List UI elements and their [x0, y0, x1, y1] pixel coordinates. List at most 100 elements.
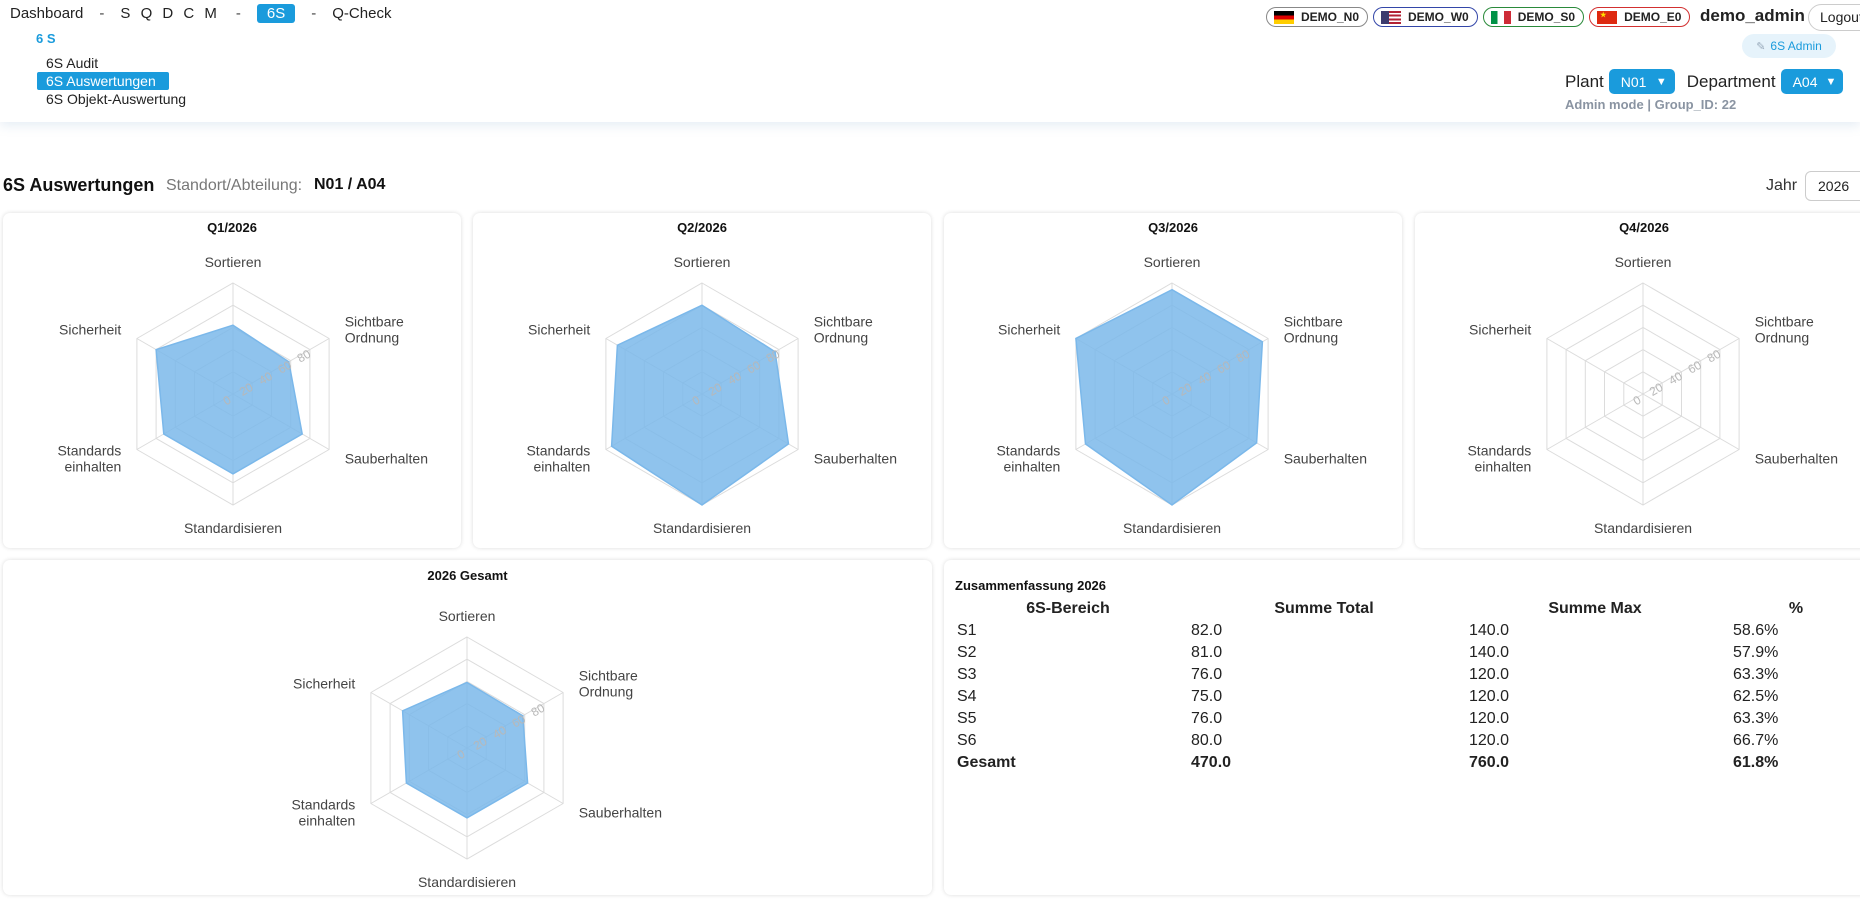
axis-label-sortieren: Sortieren: [439, 608, 496, 624]
top-navigation: Dashboard - S Q D C M - 6S - Q-Check 6 S…: [0, 0, 1860, 122]
cell-summe-max: 120.0: [1469, 666, 1510, 683]
nav-link-q-check[interactable]: Q-Check: [332, 5, 392, 22]
cell-summe-total: 82.0: [1191, 622, 1223, 639]
radar-card-q4: Q4/2026 0 20 40 60 80 Sortieren Sichtbare Ordnu…: [1415, 213, 1860, 548]
tick-label: 60: [275, 358, 294, 377]
env-label: DEMO_N0: [1301, 10, 1360, 24]
user-name: demo_admin: [1700, 6, 1805, 25]
axis-label-sicherheit: Sicherheit: [528, 322, 590, 338]
cell-bereich: S5: [957, 710, 977, 727]
submenu-item-6s-audit[interactable]: 6S Audit: [46, 55, 99, 71]
logout-button[interactable]: Logout: [1808, 4, 1860, 31]
plant-select-value: N01: [1620, 73, 1647, 90]
axis-spoke: [1642, 338, 1740, 395]
cell-summe-total: 76.0: [1191, 710, 1223, 727]
axis-label-sauberhalten: Sauberhalten: [814, 451, 897, 467]
cell-summe-max: 120.0: [1469, 732, 1510, 749]
axis-label-sauberhalten: Sauberhalten: [345, 451, 428, 467]
nav-link-dashboard[interactable]: Dashboard: [10, 5, 84, 22]
table-row: S2 81.0 140.0 57.9%: [951, 642, 1860, 664]
cell-summe-max: 140.0: [1469, 644, 1510, 661]
axis-label-sauberhalten: Sauberhalten: [579, 805, 662, 821]
6s-admin-button[interactable]: ✎ 6S Admin: [1742, 34, 1836, 58]
tick-label: 40: [1195, 369, 1214, 388]
env-label: DEMO_W0: [1408, 10, 1469, 24]
nav-link-sqdcm[interactable]: S Q D C M: [120, 5, 220, 22]
tick-label: 60: [509, 712, 528, 731]
tick-label: 40: [490, 723, 509, 742]
env-button-demo-s0[interactable]: DEMO_S0: [1482, 7, 1585, 27]
tick-label: 20: [1647, 380, 1666, 399]
radar-card-q3: Q3/2026 0 20 40 60 80 Sortieren Sichtbare Ordnu…: [944, 213, 1402, 548]
axis-label-sicherheit: Sicherheit: [293, 676, 355, 692]
admin-mode-info: Admin mode | Group_ID: 22: [1565, 97, 1737, 112]
radar-card-q1: Q1/2026 0 20 40 60 80 Sortieren Sichtbare Ordnu…: [3, 213, 461, 548]
submenu-item-6s-auswertungen[interactable]: 6S Auswertungen: [37, 72, 169, 90]
axis-label-sicherheit: Sicherheit: [59, 322, 121, 338]
axis-label-sicherheit: Sicherheit: [998, 322, 1060, 338]
summary-table: 6S-Bereich Summe Total Summe Max % S1 82…: [951, 598, 1860, 774]
axis-label-sortieren: Sortieren: [205, 254, 262, 270]
env-button-demo-e0[interactable]: ★ DEMO_E0: [1589, 7, 1691, 27]
tick-label: 40: [1666, 369, 1685, 388]
tick-label: 20: [1176, 380, 1195, 399]
cell-summe-max: 140.0: [1469, 622, 1510, 639]
cell-percent: 58.6%: [1733, 622, 1779, 639]
tick-label: 60: [1214, 358, 1233, 377]
plant-select[interactable]: N01 ▼: [1608, 69, 1675, 94]
cell-bereich: S4: [957, 688, 977, 705]
axis-label-sortieren: Sortieren: [1615, 254, 1672, 270]
column-header-percent: %: [1788, 600, 1804, 617]
tick-label: 20: [706, 380, 725, 399]
cell-summe-total: 75.0: [1191, 688, 1223, 705]
axis-label-sichtbare-ordnung: Sichtbare Ordnung: [345, 314, 404, 346]
axis-spoke: [1642, 393, 1740, 450]
axis-label-sichtbare-ordnung: Sichtbare Ordnung: [1755, 314, 1814, 346]
cell-bereich: S3: [957, 666, 977, 683]
axis-label-standardisieren: Standardisieren: [1123, 520, 1221, 536]
tick-label: 60: [1685, 358, 1704, 377]
submenu: 6S Audit 6S Auswertungen 6S Objekt-Auswe…: [37, 54, 195, 108]
data-area: [155, 324, 304, 475]
axis-label-standards-einhalten: Standards einhalten: [996, 443, 1060, 475]
submenu-title: 6 S: [36, 31, 56, 46]
submenu-item-6s-objekt-auswertung[interactable]: 6S Objekt-Auswertung: [46, 91, 187, 107]
cell-percent: 61.8%: [1733, 754, 1779, 771]
nav-link-6s[interactable]: 6S: [256, 4, 296, 23]
env-button-demo-n0[interactable]: DEMO_N0: [1266, 7, 1369, 27]
env-button-demo-w0[interactable]: DEMO_W0: [1373, 7, 1478, 27]
summary-title: Zusammenfassung 2026: [955, 578, 1107, 593]
flag-italy-icon: [1490, 10, 1511, 24]
axis-label-sauberhalten: Sauberhalten: [1284, 451, 1367, 467]
axis-label-sichtbare-ordnung: Sichtbare Ordnung: [1284, 314, 1343, 346]
department-select[interactable]: A04 ▼: [1780, 69, 1843, 94]
axis-label-sichtbare-ordnung: Sichtbare Ordnung: [579, 668, 638, 700]
6s-admin-label: 6S Admin: [1770, 39, 1822, 53]
flag-china-icon: ★: [1597, 10, 1618, 24]
tick-label: 80: [764, 347, 783, 366]
year-select-value: 2026: [1818, 178, 1850, 194]
page-title: 6S Auswertungen: [3, 175, 155, 195]
tick-label: 80: [529, 701, 548, 720]
tick-label: 80: [1705, 347, 1724, 366]
year-select[interactable]: 2026: [1805, 171, 1860, 201]
breadcrumb-separator: -: [235, 5, 241, 22]
chart-title: 2026 Gesamt: [427, 568, 508, 583]
tick-label: 80: [1234, 347, 1253, 366]
chart-title: Q4/2026: [1619, 220, 1669, 235]
radar-card-q2: Q2/2026 0 20 40 60 80 Sortieren Sichtbare Ordnu…: [473, 213, 931, 548]
cell-bereich: S6: [957, 732, 977, 749]
axis-label-standards-einhalten: Standards einhalten: [526, 443, 590, 475]
table-header-row: 6S-Bereich Summe Total Summe Max %: [951, 598, 1860, 620]
plant-department-selectors: Plant N01 ▼ Department A04 ▼: [1565, 69, 1843, 94]
env-label: DEMO_E0: [1624, 10, 1682, 24]
department-select-value: A04: [1792, 73, 1818, 90]
cell-summe-max: 760.0: [1469, 754, 1510, 771]
axis-label-sichtbare-ordnung: Sichtbare Ordnung: [814, 314, 873, 346]
environment-switcher: DEMO_N0 DEMO_W0 DEMO_S0 ★ DEMO_E0: [1266, 7, 1691, 27]
